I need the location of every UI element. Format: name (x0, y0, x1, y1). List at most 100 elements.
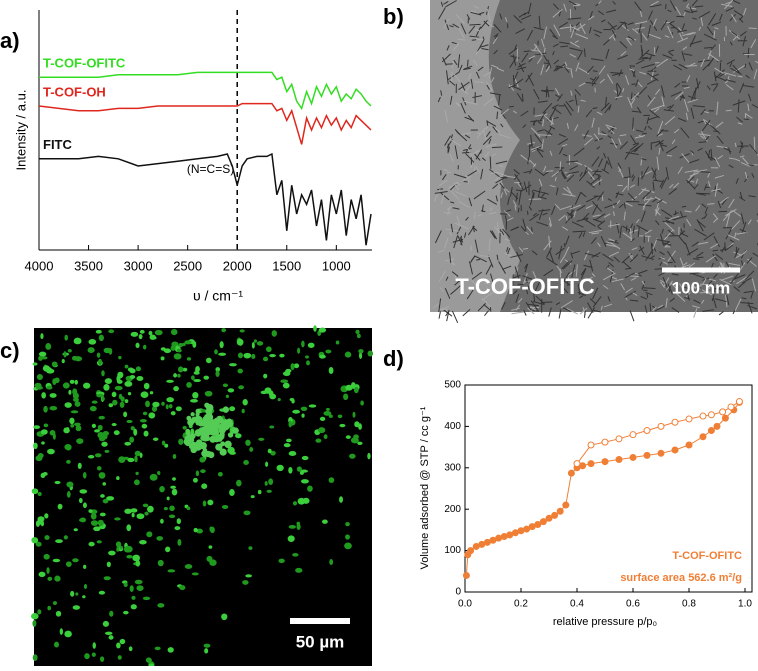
texture (306, 360, 310, 365)
texture (108, 329, 114, 333)
texture (206, 358, 212, 364)
texture (229, 363, 237, 366)
texture (143, 412, 148, 416)
texture (251, 495, 255, 498)
data-point (490, 537, 496, 543)
texture (476, 259, 480, 260)
texture (33, 654, 38, 661)
data-point (616, 436, 622, 442)
texture (124, 583, 128, 588)
texture (192, 341, 196, 348)
texture (633, 118, 634, 130)
texture (171, 329, 177, 335)
texture (164, 348, 171, 353)
texture (235, 433, 242, 438)
texture (54, 481, 60, 484)
texture (141, 391, 149, 398)
texture (88, 509, 92, 513)
texture (269, 426, 274, 429)
texture (152, 336, 157, 339)
texture (152, 402, 159, 407)
data-point (658, 423, 664, 429)
texture (302, 456, 309, 460)
texture (139, 334, 143, 339)
texture (129, 646, 133, 651)
texture (343, 393, 348, 400)
y-tick-label: 100 (444, 545, 461, 556)
texture (261, 391, 268, 395)
texture (564, 243, 565, 247)
texture (83, 502, 87, 508)
texture (206, 556, 212, 562)
texture (243, 460, 249, 465)
y-tick-label: 0 (455, 587, 461, 598)
texture (196, 409, 201, 414)
texture (754, 137, 755, 151)
texture (64, 444, 71, 450)
texture (338, 414, 343, 418)
texture (301, 479, 309, 483)
texture (218, 472, 223, 477)
texture (123, 411, 127, 417)
texture (468, 60, 469, 67)
texture (73, 605, 80, 610)
texture (654, 47, 655, 55)
texture (33, 425, 40, 429)
data-point (473, 543, 479, 549)
data-point (714, 423, 720, 429)
texture (346, 435, 351, 439)
texture (228, 388, 235, 392)
texture (125, 365, 129, 369)
texture (97, 432, 104, 438)
y-tick-label: 200 (444, 504, 461, 515)
texture (626, 226, 627, 232)
texture (162, 441, 166, 446)
x-axis-label: υ / cm⁻¹ (193, 288, 243, 304)
texture (125, 399, 129, 403)
texture (215, 370, 219, 377)
texture (170, 486, 176, 489)
texture (60, 628, 63, 635)
texture (318, 427, 325, 433)
texture (272, 330, 277, 337)
texture (46, 567, 49, 574)
texture (193, 379, 201, 382)
texture (143, 504, 149, 507)
texture (75, 356, 82, 361)
texture (307, 485, 313, 491)
texture (168, 647, 174, 653)
texture (339, 424, 345, 427)
texture (90, 406, 97, 411)
texture (200, 469, 206, 473)
texture (125, 546, 133, 553)
data-point (686, 416, 692, 422)
texture (155, 647, 161, 651)
texture (153, 437, 159, 440)
texture (92, 401, 98, 404)
texture (79, 489, 87, 493)
texture (96, 330, 102, 334)
texture (43, 472, 48, 476)
texture (126, 420, 132, 423)
texture (114, 430, 120, 435)
texture (131, 604, 137, 609)
y-axis-label: Volume adsorbed @ STP / cc g⁻¹ (419, 406, 431, 569)
texture (76, 425, 82, 431)
texture (105, 450, 110, 453)
texture (184, 438, 192, 446)
texture (263, 374, 267, 379)
texture (88, 455, 94, 459)
texture (118, 356, 121, 359)
texture (114, 517, 121, 520)
texture (283, 371, 290, 376)
texture (126, 524, 131, 531)
texture (249, 447, 253, 452)
texture (171, 411, 176, 415)
texture (144, 383, 150, 390)
texture (96, 394, 104, 398)
texture (245, 574, 252, 577)
texture (699, 142, 707, 143)
data-point (484, 539, 490, 545)
texture (53, 559, 60, 562)
texture (358, 349, 363, 353)
